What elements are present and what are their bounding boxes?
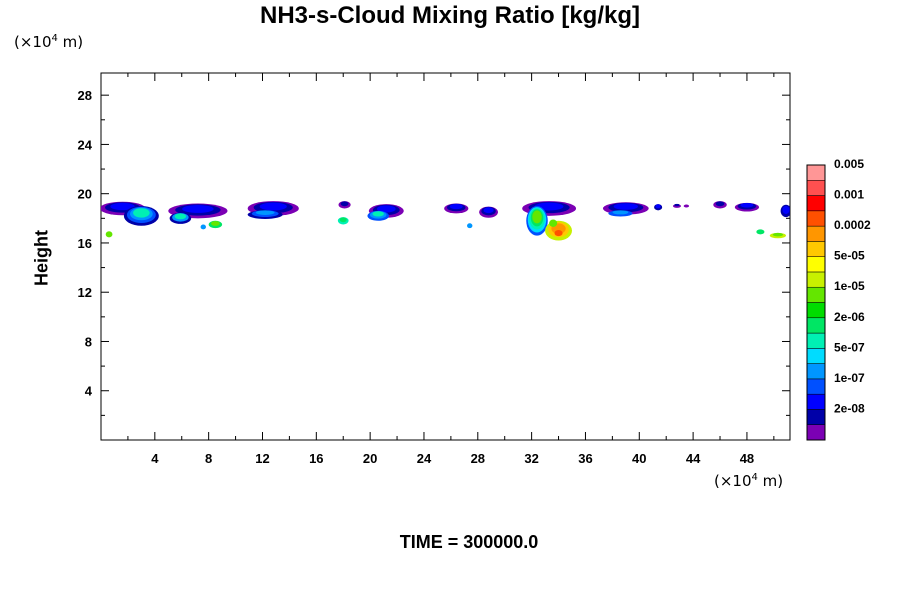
cloud-cell [376, 205, 396, 213]
colorbar-label: 5e-07 [834, 340, 865, 354]
x-tick-label: 40 [632, 451, 646, 466]
cloud-cell [613, 203, 639, 210]
x-tick-label: 36 [578, 451, 592, 466]
colorbar-label: 1e-05 [834, 279, 865, 293]
colorbar-swatch [806, 348, 826, 364]
x-tick-label: 12 [255, 451, 269, 466]
colorbar: 2e-08 1e-07 5e-07 2e-06 1e-05 5e-05 0.0002 0.00… [806, 157, 871, 441]
colorbar-swatch [806, 241, 826, 257]
cloud-cell [133, 208, 150, 218]
colorbar-label: 2e-08 [834, 401, 865, 415]
cloud-cell [110, 202, 135, 211]
colorbar-swatch [806, 393, 826, 410]
colorbar-label: 2e-06 [834, 310, 865, 324]
colorbar-swatch [806, 195, 826, 212]
x-axis-unit: (×104 m) [714, 472, 784, 490]
cloud-cell [683, 204, 690, 208]
y-tick-label: 4 [85, 384, 93, 399]
cloud-cell [255, 210, 275, 215]
colorbar-swatch [806, 424, 826, 441]
colorbar-label: 0.001 [834, 188, 864, 202]
cloud-cell [372, 211, 384, 217]
time-label: TIME = 300000.0 [399, 532, 539, 552]
y-tick-label: 24 [78, 137, 93, 152]
x-tick-label: 24 [417, 451, 432, 466]
cloud-cell [105, 231, 113, 238]
cloud-cell [483, 207, 494, 214]
colorbar-swatch [806, 286, 826, 303]
colorbar-label: 0.0002 [834, 218, 871, 232]
x-tick-label: 4 [151, 451, 159, 466]
x-tick-label: 8 [205, 451, 212, 466]
cloud-cell [772, 232, 784, 237]
colorbar-swatch [806, 164, 826, 181]
colorbar-swatch [806, 271, 826, 288]
y-tick-label: 8 [85, 334, 92, 349]
colorbar-swatch [806, 210, 826, 227]
colorbar-label: 5e-05 [834, 249, 865, 263]
cloud-cell [532, 210, 542, 224]
cloud-cell [782, 205, 790, 214]
cloud-cell [174, 213, 187, 220]
cloud-cell [612, 210, 629, 215]
cloud-cell [182, 205, 214, 213]
cloud-cell [674, 203, 680, 207]
cloud-cell [740, 202, 754, 208]
y-tick-label: 16 [78, 236, 92, 251]
cloud-cell [756, 229, 765, 235]
cloud-cell [467, 223, 473, 229]
colorbar-swatch [806, 256, 826, 273]
x-tick-label: 28 [471, 451, 485, 466]
plot-area [100, 72, 791, 441]
cloud-cell [715, 201, 725, 207]
chart-title: NH3-s-Cloud Mixing Ratio [kg/kg] [260, 2, 640, 29]
cloud-cell [259, 202, 287, 211]
x-tick-label: 48 [740, 451, 754, 466]
colorbar-swatch [806, 378, 826, 395]
colorbar-label: 0.005 [834, 157, 864, 171]
colorbar-swatch [806, 302, 826, 319]
cloud-cell [449, 203, 463, 210]
colorbar-swatch [806, 180, 826, 196]
cloud-cell [655, 204, 661, 209]
colorbar-frame [806, 164, 826, 441]
cloud-cell [211, 221, 220, 226]
x-tick-label: 20 [363, 451, 377, 466]
x-tick-label: 32 [524, 451, 538, 466]
colorbar-swatch [806, 225, 826, 242]
colorbar-label: 1e-07 [834, 371, 865, 385]
cloud-field [101, 201, 790, 241]
y-tick-label: 20 [78, 187, 92, 202]
colorbar-swatch [806, 409, 826, 425]
colorbar-swatch [806, 332, 826, 349]
cloud-cell [340, 201, 349, 207]
colorbar-swatch [806, 317, 826, 334]
y-tick-label: 28 [78, 88, 92, 103]
cloud-cell [200, 224, 206, 230]
y-axis-unit: (×104 m) [14, 33, 84, 51]
y-tick-label: 12 [78, 285, 92, 300]
x-tick-label: 16 [309, 451, 323, 466]
colorbar-swatch [806, 363, 826, 380]
cloud-cell [339, 217, 347, 223]
cloud-cell [549, 219, 558, 227]
x-tick-label: 44 [686, 451, 701, 466]
cloud-cell [554, 230, 563, 237]
